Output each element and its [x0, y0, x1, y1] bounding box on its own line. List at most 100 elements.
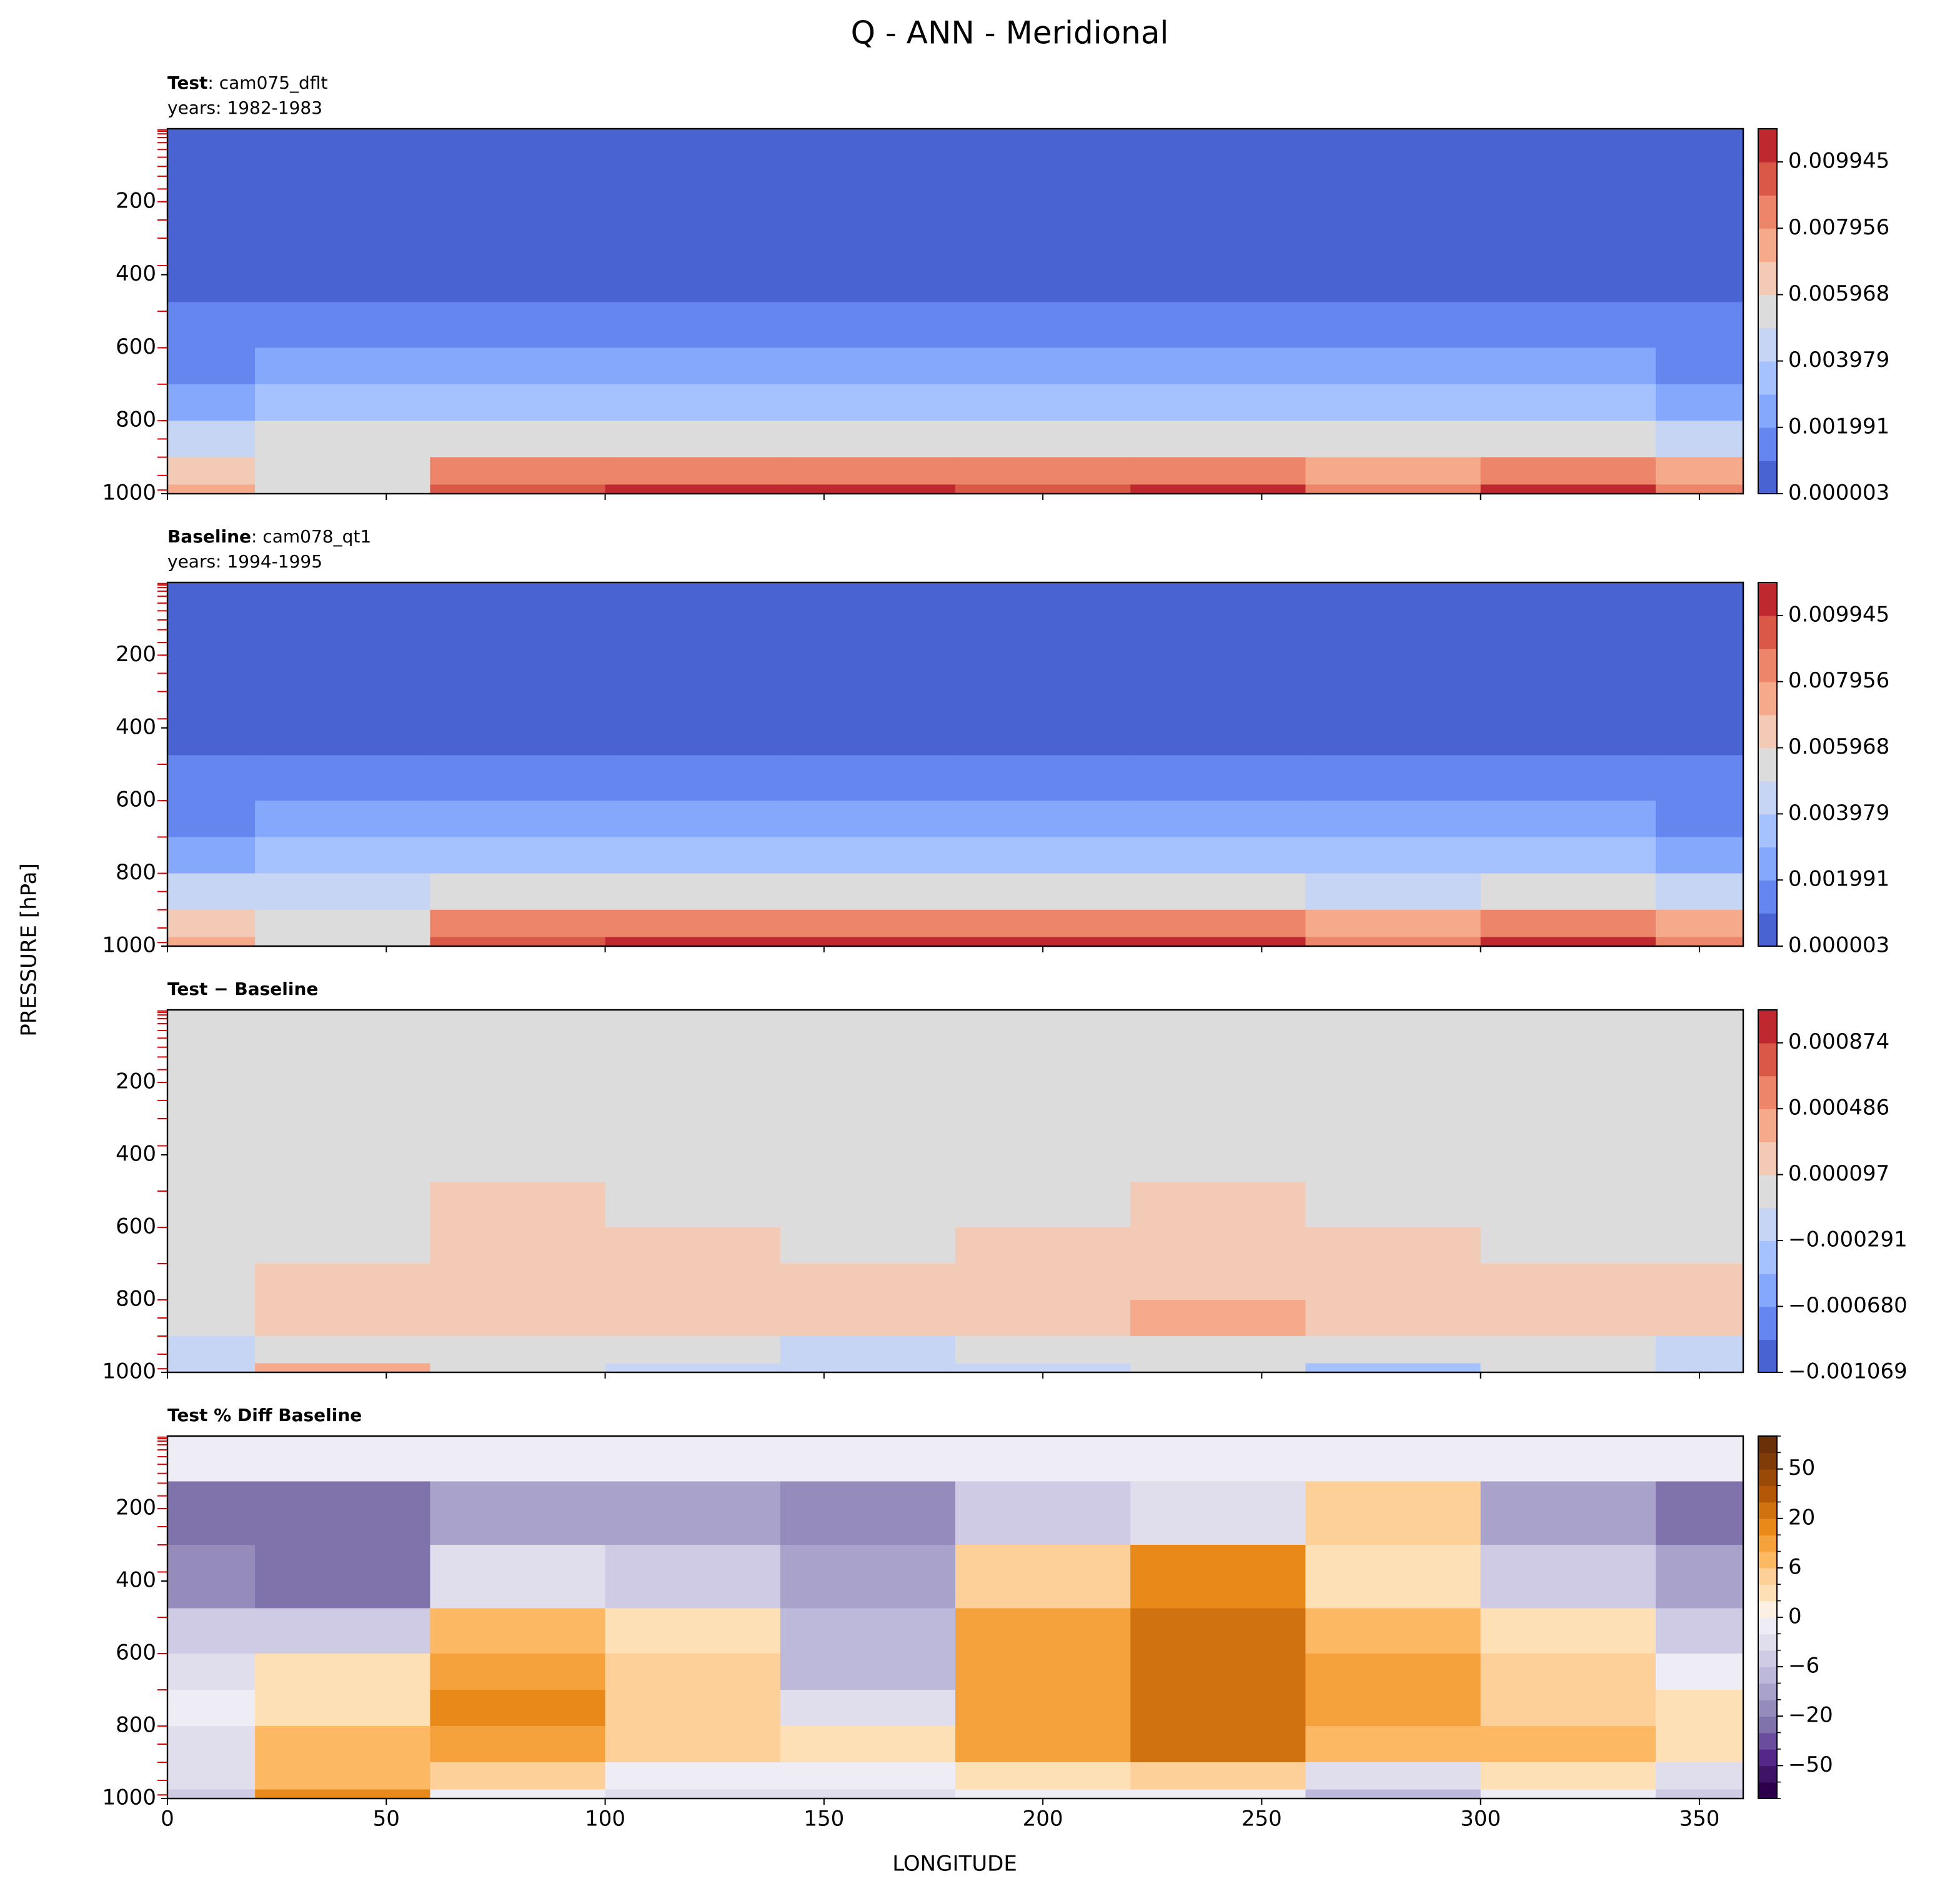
contour-cell: [430, 837, 606, 874]
contour-cell: [780, 1608, 957, 1655]
contour-cell: [255, 1726, 431, 1764]
contour-cell: [1305, 1690, 1481, 1727]
contour-cell: [1305, 1654, 1481, 1691]
contour-cell: [430, 1545, 606, 1609]
contour-cell: [430, 1436, 606, 1482]
contour-cell: [430, 1789, 606, 1800]
contour-cell: [605, 238, 781, 303]
contour-cell: [1480, 1789, 1657, 1800]
contour-cell: [955, 755, 1132, 802]
x-tick-label: 100: [585, 1807, 625, 1832]
colorbar-bin: [1758, 427, 1777, 461]
contour-cell: [780, 1010, 957, 1056]
contour-cell: [1130, 755, 1306, 802]
contour-cell: [167, 691, 256, 756]
colorbar-bin: [1758, 1667, 1777, 1684]
colorbar-bin: [1758, 747, 1777, 782]
contour-cell: [1655, 1608, 1744, 1655]
contour-cell: [1130, 691, 1306, 756]
contour-cell: [1655, 1762, 1744, 1790]
contour-cell: [1305, 582, 1481, 629]
colorbar-tick-label: 20: [1788, 1505, 1815, 1530]
contour-cell: [1655, 484, 1744, 495]
contour-cell: [1655, 129, 1744, 176]
contour-cell: [955, 1690, 1132, 1727]
contour-cell: [167, 384, 256, 422]
contour-cell: [167, 129, 256, 176]
colorbar-bin: [1758, 1485, 1777, 1503]
contour-cell: [955, 302, 1132, 349]
colorbar-bin: [1758, 1617, 1777, 1635]
colorbar-bin: [1758, 781, 1777, 815]
contour-cell: [1655, 421, 1744, 458]
contour-cell: [255, 302, 431, 349]
y-tick-label: 200: [116, 1495, 156, 1520]
contour-cell: [1655, 1264, 1744, 1301]
contour-cell: [1655, 1055, 1744, 1120]
colorbar-bin: [1758, 1502, 1777, 1519]
contour-cell: [780, 755, 957, 802]
contour-cell: [167, 1481, 256, 1546]
contour-cell: [1480, 1010, 1657, 1056]
contour-cell: [255, 691, 431, 756]
contour-cell: [955, 1481, 1132, 1546]
colorbar-tick-label: −6: [1788, 1654, 1819, 1679]
contour-cell: [1130, 1481, 1306, 1546]
contour-cell: [780, 582, 957, 629]
contour-cell: [605, 129, 781, 176]
contour-cell: [1480, 691, 1657, 756]
contour-cell: [1655, 1789, 1744, 1800]
contour-cell: [1305, 1227, 1481, 1265]
contour-cell: [1305, 1762, 1481, 1790]
contour-cell: [1480, 937, 1657, 947]
contour-cell: [167, 421, 256, 458]
x-tick-label: 200: [1023, 1807, 1063, 1832]
contour-cell: [255, 1608, 431, 1655]
contour-cell: [1655, 909, 1744, 938]
contour-cell: [167, 1545, 256, 1609]
contour-cell: [1480, 1481, 1657, 1546]
contour-cell: [1655, 1336, 1744, 1364]
contour-cell: [167, 174, 256, 239]
contour-cell: [1655, 302, 1744, 349]
contour-cell: [955, 1182, 1132, 1229]
contour-cell: [1305, 691, 1481, 756]
contour-cell: [1130, 174, 1306, 239]
contour-cell: [605, 484, 781, 495]
contour-cell: [430, 238, 606, 303]
contour-cell: [255, 937, 431, 947]
contour-cell: [430, 174, 606, 239]
colorbar-bin: [1758, 1749, 1777, 1767]
contour-cell: [167, 484, 256, 495]
contour-cell: [1305, 302, 1481, 349]
y-tick-label: 1000: [102, 1359, 156, 1384]
contour-cell: [780, 1336, 957, 1364]
contour-cell: [780, 627, 957, 692]
colorbar-bin: [1758, 1141, 1777, 1175]
colorbar-tick-label: 0.000874: [1788, 1029, 1889, 1054]
colorbar-tick-label: 6: [1788, 1554, 1802, 1579]
colorbar-bin: [1758, 1042, 1777, 1077]
colorbar-bin: [1758, 1699, 1777, 1717]
contour-cell: [955, 174, 1132, 239]
contour-cell: [1655, 347, 1744, 385]
contour-cell: [255, 873, 431, 911]
contour-cell: [430, 801, 606, 838]
contour-cell: [430, 421, 606, 458]
contour-cell: [1480, 1227, 1657, 1265]
contour-cell: [1480, 1762, 1657, 1790]
contour-cell: [1655, 755, 1744, 802]
contour-cell: [1130, 484, 1306, 495]
contour-cell: [1480, 627, 1657, 692]
contour-cell: [1305, 909, 1481, 938]
contour-cell: [167, 873, 256, 911]
contour-cell: [605, 384, 781, 422]
colorbar-bin: [1758, 1765, 1777, 1783]
y-tick-label: 1000: [102, 933, 156, 958]
contour-cell: [780, 1227, 957, 1265]
contour-cell: [1305, 801, 1481, 838]
contour-cell: [1480, 909, 1657, 938]
contour-cell: [430, 384, 606, 422]
contour-cell: [955, 457, 1132, 486]
contour-cell: [1305, 1363, 1481, 1374]
